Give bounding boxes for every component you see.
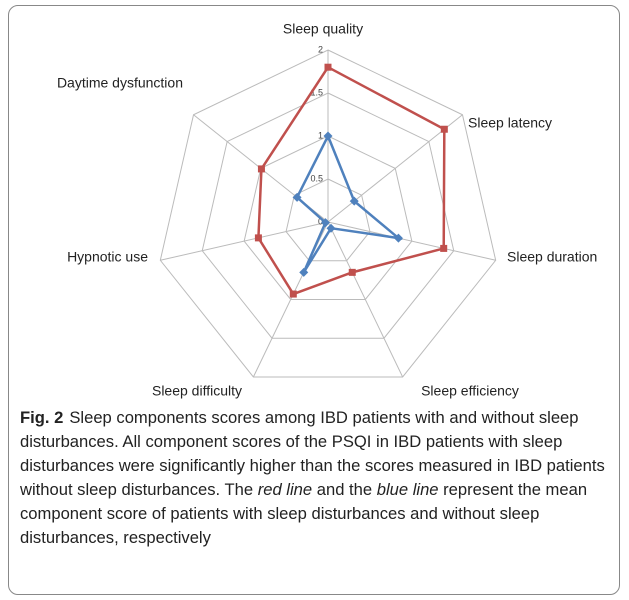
caption-text: blue line (376, 480, 439, 499)
tick: 0.5 (310, 173, 323, 183)
caption-text: represent the mean component score of pa… (20, 480, 588, 547)
series-line (257, 65, 446, 296)
category-label: Sleep latency (468, 115, 552, 131)
grid-ring (159, 49, 497, 378)
grid-ring (285, 178, 371, 262)
marker (440, 125, 448, 133)
grid-ring (201, 92, 455, 339)
caption-text: red line (257, 480, 313, 499)
caption-text: and the (312, 480, 377, 499)
tick: 0 (318, 216, 323, 226)
caption-text: Sleep components scores among IBD patien… (20, 408, 605, 499)
caption-label: Fig. 2 (20, 408, 64, 427)
caption: Fig. 2 Sleep components scores among IBD … (20, 406, 616, 550)
category-label: Sleep duration (507, 249, 597, 265)
category-label: Sleep efficiency (421, 383, 519, 399)
category-label: Hypnotic use (67, 249, 148, 265)
category-label: Sleep quality (283, 21, 363, 37)
marker (326, 223, 336, 233)
marker (292, 192, 302, 202)
series-line (295, 132, 403, 274)
marker (440, 244, 448, 252)
figure-frame (8, 5, 620, 595)
marker (393, 233, 403, 243)
marker (257, 165, 265, 173)
marker (289, 290, 297, 298)
marker (349, 196, 359, 206)
marker (254, 234, 262, 242)
marker (348, 268, 356, 276)
category-label: Sleep difficulty (152, 383, 242, 399)
category-label: Daytime dysfunction (57, 75, 183, 91)
marker (320, 218, 330, 228)
tick: 1.5 (310, 87, 323, 97)
marker (323, 131, 333, 141)
marker (299, 267, 309, 277)
tick: 2 (318, 44, 323, 54)
tick: 1 (318, 130, 323, 140)
marker (324, 63, 332, 71)
chart: 0 0.5 1 1.5 2 Sleep quality Sleep latency Sleep… (57, 21, 597, 399)
grid-ring (243, 135, 413, 300)
